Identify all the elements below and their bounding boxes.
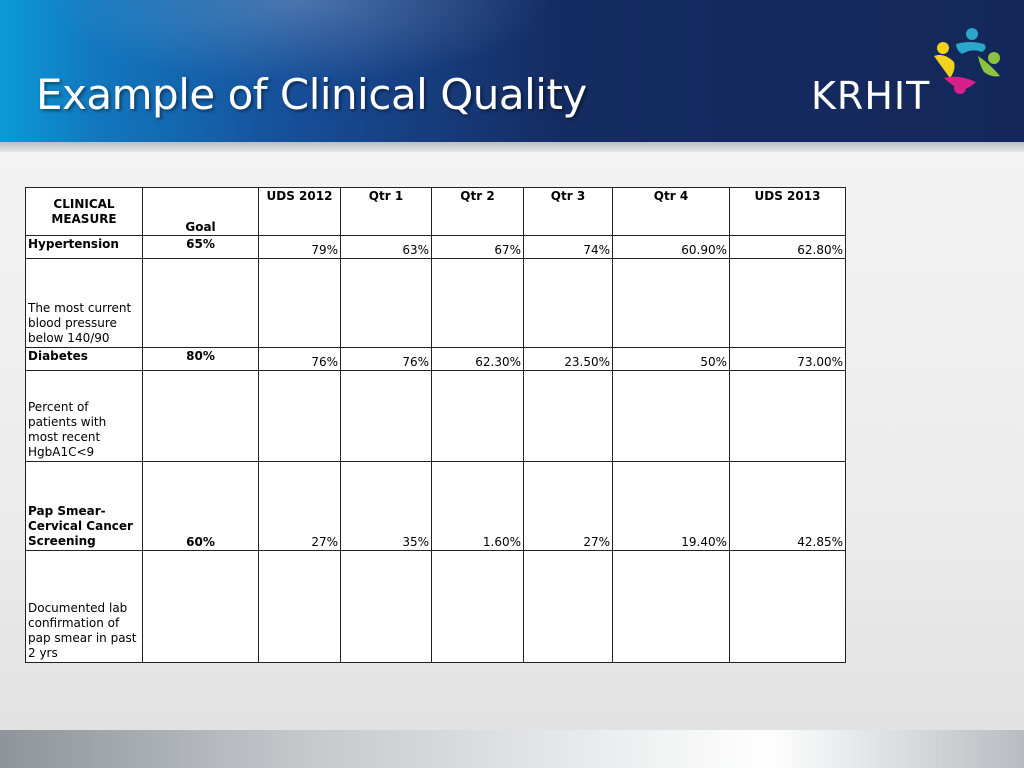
value-cell: 62.30%	[431, 347, 524, 371]
empty-cell	[431, 550, 524, 663]
empty-cell	[340, 258, 432, 348]
table-header-row: CLINICAL MEASURE Goal UDS 2012 Qtr 1 Qtr…	[25, 187, 846, 236]
empty-cell	[523, 550, 613, 663]
slide-header	[0, 0, 1024, 142]
value-cell: 76%	[340, 347, 432, 371]
people-circle-logo-icon	[934, 28, 1000, 94]
slide-title: Example of Clinical Quality	[36, 70, 587, 119]
value-cell: 1.60%	[431, 461, 524, 551]
header-qtr-2: Qtr 2	[431, 187, 524, 236]
value-cell: 50%	[612, 347, 730, 371]
value-cell: 74%	[523, 235, 613, 259]
empty-cell	[431, 258, 524, 348]
value-cell: 35%	[340, 461, 432, 551]
header-highlight	[0, 0, 1024, 142]
empty-cell	[612, 550, 730, 663]
measure-description: Percent of patients with most recent Hgb…	[25, 370, 143, 462]
empty-cell	[258, 258, 341, 348]
value-cell: 23.50%	[523, 347, 613, 371]
table-row: Diabetes 80% 76% 76% 62.30% 23.50% 50% 7…	[25, 347, 846, 371]
empty-cell	[142, 370, 259, 462]
value-cell: 79%	[258, 235, 341, 259]
measure-name: Pap Smear- Cervical Cancer Screening	[25, 461, 143, 551]
empty-cell	[431, 370, 524, 462]
footer-bar	[0, 730, 1024, 768]
value-cell: 27%	[523, 461, 613, 551]
measure-name: Hypertension	[25, 235, 143, 259]
measure-goal: 80%	[142, 347, 259, 371]
header-qtr-3: Qtr 3	[523, 187, 613, 236]
clinical-quality-table: CLINICAL MEASURE Goal UDS 2012 Qtr 1 Qtr…	[25, 187, 846, 663]
value-cell: 19.40%	[612, 461, 730, 551]
table-row: Hypertension 65% 79% 63% 67% 74% 60.90% …	[25, 235, 846, 259]
empty-cell	[340, 550, 432, 663]
header-qtr-1: Qtr 1	[340, 187, 432, 236]
empty-cell	[729, 550, 846, 663]
value-cell: 42.85%	[729, 461, 846, 551]
value-cell: 27%	[258, 461, 341, 551]
measure-description: The most current blood pressure below 14…	[25, 258, 143, 348]
empty-cell	[258, 550, 341, 663]
header-shadow	[0, 142, 1024, 152]
value-cell: 60.90%	[612, 235, 730, 259]
empty-cell	[523, 258, 613, 348]
empty-cell	[142, 550, 259, 663]
header-goal: Goal	[142, 187, 259, 236]
empty-cell	[142, 258, 259, 348]
empty-cell	[729, 258, 846, 348]
empty-cell	[258, 370, 341, 462]
measure-description: Documented lab confirmation of pap smear…	[25, 550, 143, 663]
empty-cell	[523, 370, 613, 462]
header-uds-2013: UDS 2013	[729, 187, 846, 236]
value-cell: 62.80%	[729, 235, 846, 259]
table-row: Pap Smear- Cervical Cancer Screening 60%…	[25, 461, 846, 551]
header-measure-line2: MEASURE	[51, 211, 117, 226]
measure-goal: 60%	[142, 461, 259, 551]
header-qtr-4: Qtr 4	[612, 187, 730, 236]
value-cell: 76%	[258, 347, 341, 371]
header-uds-2012: UDS 2012	[258, 187, 341, 236]
table-row: Percent of patients with most recent Hgb…	[25, 370, 846, 462]
table-row: Documented lab confirmation of pap smear…	[25, 550, 846, 663]
value-cell: 67%	[431, 235, 524, 259]
header-clinical-measure: CLINICAL MEASURE	[25, 187, 143, 236]
empty-cell	[729, 370, 846, 462]
header-measure-line1: CLINICAL	[53, 196, 115, 211]
brand-name: KRHIT	[811, 74, 931, 118]
empty-cell	[612, 370, 730, 462]
value-cell: 63%	[340, 235, 432, 259]
table-row: The most current blood pressure below 14…	[25, 258, 846, 348]
measure-goal: 65%	[142, 235, 259, 259]
empty-cell	[340, 370, 432, 462]
empty-cell	[612, 258, 730, 348]
value-cell: 73.00%	[729, 347, 846, 371]
measure-name: Diabetes	[25, 347, 143, 371]
